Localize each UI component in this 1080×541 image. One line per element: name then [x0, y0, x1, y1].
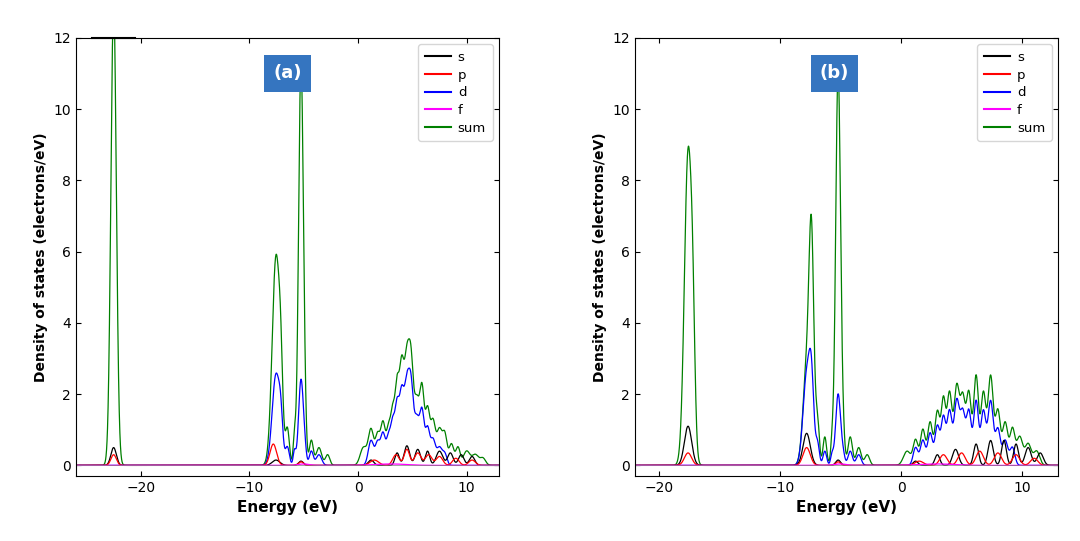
X-axis label: Energy (eV): Energy (eV): [237, 500, 338, 516]
Legend: s, p, d, f, sum: s, p, d, f, sum: [977, 44, 1052, 141]
Y-axis label: Density of states (electrons/eV): Density of states (electrons/eV): [593, 132, 607, 382]
Text: (b): (b): [820, 64, 849, 82]
Y-axis label: Density of states (electrons/eV): Density of states (electrons/eV): [33, 132, 48, 382]
X-axis label: Energy (eV): Energy (eV): [796, 500, 897, 516]
Legend: s, p, d, f, sum: s, p, d, f, sum: [418, 44, 492, 141]
Text: (a): (a): [273, 64, 301, 82]
